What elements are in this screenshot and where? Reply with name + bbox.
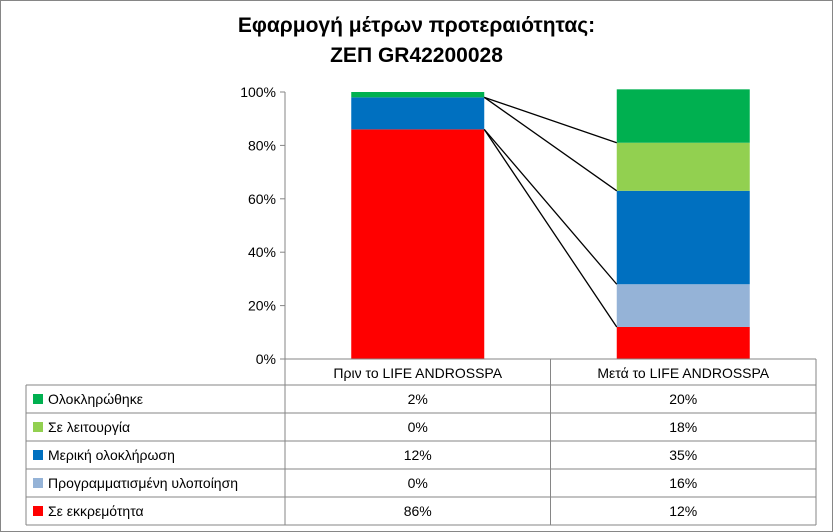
table-value: 20% [669, 391, 697, 407]
table-value: 86% [404, 503, 432, 519]
chart-title-line-1: Εφαρμογή μέτρων προτεραιότητας: [237, 14, 596, 37]
bar-segment [616, 89, 750, 143]
legend-swatch [33, 478, 43, 488]
bar-segment [351, 97, 485, 130]
y-tick-label: 0% [256, 351, 276, 367]
bar-segment [616, 326, 750, 359]
table-value: 2% [408, 391, 428, 407]
legend-series-name: Ολοκληρώθηκε [48, 391, 143, 407]
bar-segment [616, 142, 750, 191]
legend-swatch [33, 394, 43, 404]
connector-line [483, 96, 618, 192]
chart-title-line-2: ΖΕΠ GR42200028 [330, 44, 503, 67]
bar-segment [351, 92, 485, 98]
legend-series-name: Προγραμματισμένη υλοποίηση [48, 475, 238, 491]
y-tick-label: 80% [248, 137, 276, 153]
table-value: 16% [669, 475, 697, 491]
y-tick-label: 60% [248, 191, 276, 207]
table-value: 35% [669, 447, 697, 463]
table-value: 18% [669, 419, 697, 435]
y-tick-label: 40% [248, 244, 276, 260]
bar-segment [616, 284, 750, 327]
y-tick-label: 20% [248, 298, 276, 314]
legend-series-name: Μερική ολοκλήρωση [48, 447, 175, 463]
legend-series-name: Σε εκκρεμότητα [48, 503, 144, 519]
data-table: Πριν το LIFE ANDROSSPA Μετά το LIFE ANDRO… [25, 358, 817, 526]
bar-segment [351, 129, 485, 359]
connector-line [483, 128, 618, 285]
bar-segment [616, 190, 750, 285]
y-tick-label: 100% [240, 84, 276, 100]
connector-line [483, 129, 618, 328]
legend-swatch [33, 506, 43, 516]
legend-series-name: Σε λειτουργία [48, 419, 130, 435]
table-value: 0% [408, 419, 428, 435]
legend-swatch [33, 422, 43, 432]
table-value: 12% [404, 447, 432, 463]
x-category-label: Πριν το LIFE ANDROSSPA [333, 365, 502, 381]
table-value: 0% [408, 475, 428, 491]
table-value: 12% [669, 503, 697, 519]
series-connector-lines [483, 96, 618, 328]
x-category-label: Μετά το LIFE ANDROSSPA [597, 365, 769, 381]
y-axis: 0% 20% 40% 60% 80% 100% [240, 84, 286, 367]
legend-swatch [33, 450, 43, 460]
bars [351, 89, 750, 359]
connector-line [484, 96, 617, 144]
